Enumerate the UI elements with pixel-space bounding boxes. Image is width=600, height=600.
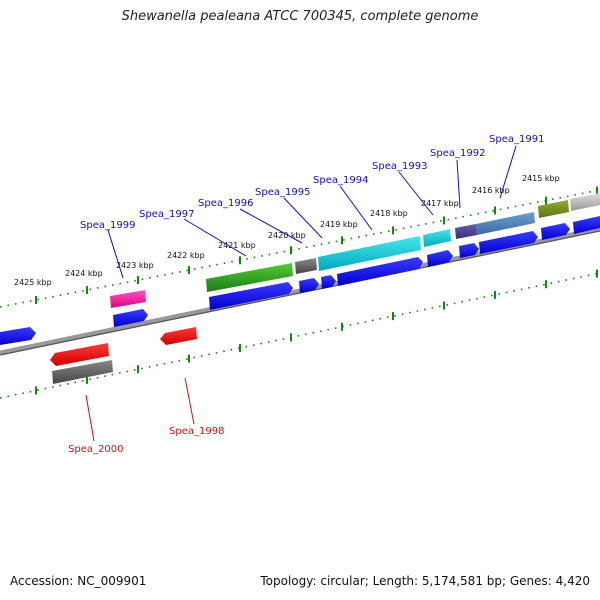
gene-arrow-spea-1999[interactable] <box>110 290 146 308</box>
genome-stats-text: Topology: circular; Length: 5,174,581 bp… <box>260 574 590 588</box>
cds-arrow-spea-2000[interactable] <box>50 343 109 366</box>
cds-arrow[interactable] <box>299 278 319 293</box>
cds-arrow[interactable] <box>541 223 570 240</box>
cds-arrow[interactable] <box>427 250 453 267</box>
gene-arrow-spea-2000[interactable] <box>52 360 113 384</box>
kbp-label: 2418 kbp <box>370 209 408 218</box>
gene-arrow-spea-1997[interactable] <box>206 263 293 292</box>
gene-label-spea-2000[interactable]: Spea_2000 <box>68 444 123 455</box>
gene-label-spea-1992[interactable]: Spea_1992 <box>430 148 485 159</box>
kbp-label: 2419 kbp <box>320 220 358 229</box>
kbp-label: 2421 kbp <box>218 241 256 250</box>
gene-label-spea-1997[interactable]: Spea_1997 <box>139 209 194 220</box>
major-tick-marks <box>35 186 598 395</box>
gene-label-spea-1991[interactable]: Spea_1991 <box>489 134 544 145</box>
tick-row-outer <box>0 189 600 308</box>
cds-arrow[interactable] <box>0 327 36 345</box>
gene-label-spea-1999[interactable]: Spea_1999 <box>80 220 135 231</box>
kbp-labels: 2425 kbp 2424 kbp 2423 kbp 2422 kbp 2421… <box>14 174 560 287</box>
kbp-label: 2422 kbp <box>167 251 205 260</box>
cds-arrow[interactable] <box>113 309 148 327</box>
kbp-label: 2425 kbp <box>14 278 52 287</box>
gene-arrow-spea-1992[interactable] <box>455 224 477 239</box>
gene-label-spea-1993[interactable]: Spea_1993 <box>372 161 427 172</box>
reverse-cds-track <box>50 327 197 384</box>
accession-text: Accession: NC_009901 <box>10 574 147 588</box>
cds-arrow[interactable] <box>479 231 538 254</box>
gene-arrow-spea-1994[interactable] <box>318 236 421 271</box>
kbp-label: 2417 kbp <box>421 199 459 208</box>
kbp-label: 2416 kbp <box>472 186 510 195</box>
kbp-label: 2424 kbp <box>65 269 103 278</box>
gene-label-spea-1998[interactable]: Spea_1998 <box>169 426 224 437</box>
gene-arrow-spea-1993[interactable] <box>423 229 451 247</box>
tick-row-inner <box>0 272 600 399</box>
gene-arrow-olive[interactable] <box>538 200 569 218</box>
forward-cds-track <box>0 216 600 345</box>
cds-arrow[interactable] <box>337 257 423 286</box>
map-title: Shewanella pealeana ATCC 700345, complet… <box>121 9 479 24</box>
forward-feature-track <box>110 193 600 308</box>
kbp-label: 2420 kbp <box>268 231 306 240</box>
gene-arrow-light[interactable] <box>570 193 600 211</box>
label-leader-lines <box>85 145 517 442</box>
gene-arrow-spea-1991[interactable] <box>476 212 535 235</box>
cds-arrow[interactable] <box>573 216 600 234</box>
gene-label-spea-1994[interactable]: Spea_1994 <box>313 175 368 186</box>
cds-arrow[interactable] <box>209 282 293 310</box>
kbp-label: 2415 kbp <box>522 174 560 183</box>
cds-arrow-spea-1998[interactable] <box>160 327 197 345</box>
gene-label-spea-1995[interactable]: Spea_1995 <box>255 187 310 198</box>
cds-arrow[interactable] <box>459 243 479 258</box>
gene-arrow-gray[interactable] <box>295 258 317 274</box>
kbp-label: 2423 kbp <box>116 261 154 270</box>
gene-labels: Spea_1999 Spea_1997 Spea_1996 Spea_1995 … <box>68 134 544 455</box>
gene-label-spea-1996[interactable]: Spea_1996 <box>198 198 253 209</box>
cds-arrow[interactable] <box>321 275 336 289</box>
